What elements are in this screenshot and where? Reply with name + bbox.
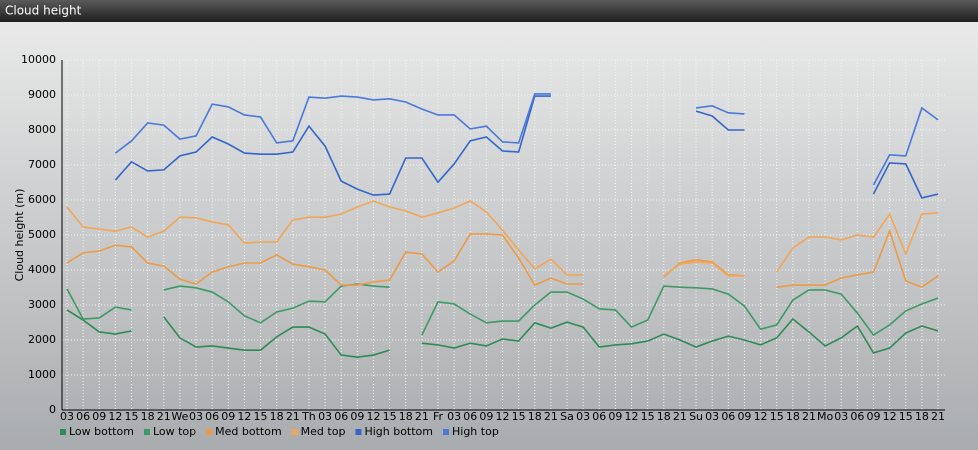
legend-swatch (355, 429, 362, 435)
line-series (695, 110, 745, 131)
y-tick-label: 2000 (28, 333, 56, 346)
x-tick-label: 06 (850, 410, 864, 423)
line-series (66, 309, 132, 335)
x-tick-label: 09 (92, 410, 106, 423)
x-tick-label: 03 (576, 410, 590, 423)
y-tick-label: 4000 (28, 263, 56, 276)
x-tick-label: 15 (770, 410, 784, 423)
x-tick-label: 03 (705, 410, 719, 423)
x-tick-label: 03 (189, 410, 203, 423)
y-tick-label: 0 (49, 403, 56, 416)
line-series (663, 261, 745, 277)
x-tick-label: 12 (108, 410, 122, 423)
legend-label: High bottom (364, 425, 433, 438)
x-tick-label: 18 (141, 410, 155, 423)
y-tick-label: 5000 (28, 228, 56, 241)
line-series (163, 316, 390, 358)
x-tick-label: 15 (383, 410, 397, 423)
legend-swatch (291, 429, 298, 435)
legend-swatch (443, 429, 449, 435)
x-tick-label: 12 (496, 410, 510, 423)
x-tick-label: 15 (899, 410, 913, 423)
line-series (66, 288, 132, 320)
x-tick-label: 09 (350, 410, 364, 423)
y-tick-label: 1000 (28, 368, 56, 381)
line-series (872, 106, 939, 186)
x-tick-label: 03 (60, 410, 74, 423)
x-tick-label: 09 (479, 410, 493, 423)
x-tick-label: We (171, 410, 188, 423)
legend-swatch (60, 429, 66, 435)
x-tick-label: 15 (125, 410, 139, 423)
line-series (66, 233, 584, 287)
x-tick-label: Su (689, 410, 703, 423)
x-tick-label: 18 (528, 410, 542, 423)
legend-swatch (143, 429, 150, 435)
x-tick-label: 06 (592, 410, 606, 423)
x-tick-label: 03 (318, 410, 332, 423)
line-series (872, 162, 939, 199)
y-tick-label: 7000 (28, 158, 56, 171)
x-tick-label: 18 (270, 410, 284, 423)
line-series (114, 95, 551, 196)
legend-label: High top (452, 425, 499, 438)
x-tick-label: 21 (415, 410, 429, 423)
x-tick-label: 06 (76, 410, 90, 423)
legend-label: Med bottom (215, 425, 282, 438)
x-tick-label: 09 (866, 410, 880, 423)
x-tick-label: 12 (883, 410, 897, 423)
x-tick-label: 09 (221, 410, 235, 423)
title-bar (0, 0, 978, 22)
line-series (66, 200, 584, 276)
legend-label: Low top (153, 425, 196, 438)
x-tick-label: 18 (915, 410, 929, 423)
x-tick-label: 21 (544, 410, 558, 423)
line-series (421, 317, 939, 354)
x-tick-label: Fr (433, 410, 444, 423)
x-tick-label: 15 (641, 410, 655, 423)
x-tick-label: 06 (334, 410, 348, 423)
x-tick-label: 21 (157, 410, 171, 423)
x-tick-label: 12 (366, 410, 380, 423)
legend-swatch (206, 429, 213, 435)
x-tick-label: 15 (254, 410, 268, 423)
y-axis-label: Cloud height (m) (13, 189, 26, 282)
x-tick-label: 15 (512, 410, 526, 423)
x-tick-label: Th (301, 410, 316, 423)
x-tick-label: 06 (463, 410, 477, 423)
line-series (776, 228, 939, 289)
x-tick-label: 06 (721, 410, 735, 423)
chart-title: Cloud height (5, 4, 82, 18)
x-tick-label: 06 (205, 410, 219, 423)
line-series (776, 212, 939, 273)
x-tick-label: 12 (625, 410, 639, 423)
y-tick-label: 6000 (28, 193, 56, 206)
x-tick-label: 12 (754, 410, 768, 423)
y-tick-label: 10000 (21, 53, 56, 66)
line-series (114, 93, 551, 154)
x-tick-label: 09 (737, 410, 751, 423)
y-tick-label: 9000 (28, 88, 56, 101)
x-tick-label: 18 (657, 410, 671, 423)
x-tick-label: 21 (286, 410, 300, 423)
legend-label: Low bottom (69, 425, 134, 438)
x-tick-label: 18 (399, 410, 413, 423)
y-tick-label: 8000 (28, 123, 56, 136)
line-series (695, 105, 745, 115)
x-tick-label: Sa (560, 410, 574, 423)
x-tick-label: 09 (608, 410, 622, 423)
x-tick-label: 21 (673, 410, 687, 423)
x-tick-label: 03 (447, 410, 461, 423)
line-series (421, 285, 939, 337)
x-tick-label: 03 (834, 410, 848, 423)
legend-label: Med top (301, 425, 346, 438)
y-tick-label: 3000 (28, 298, 56, 311)
x-tick-label: Mo (817, 410, 833, 423)
x-tick-label: 18 (786, 410, 800, 423)
x-tick-label: 21 (931, 410, 945, 423)
x-tick-label: 21 (802, 410, 816, 423)
x-tick-label: 12 (237, 410, 251, 423)
